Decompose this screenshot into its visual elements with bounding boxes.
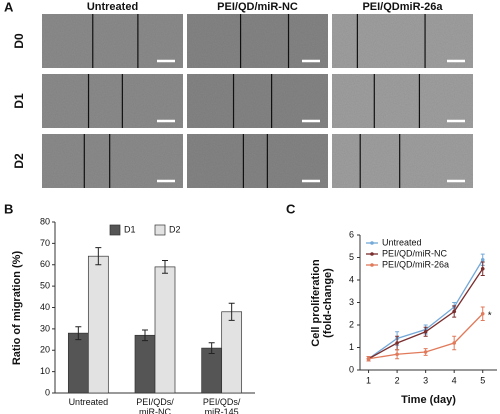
x-tick-label: PEI/QDs/ miR-145: [202, 397, 241, 414]
x-tick-label: PEI/QDs/ miR-NC: [136, 397, 174, 414]
line: [368, 268, 484, 360]
y-tick-label: 2: [349, 319, 354, 329]
y-tick-label: 30: [40, 323, 50, 333]
y-tick-label: 80: [40, 216, 50, 226]
y-tick-label: 5: [349, 252, 354, 262]
bar: [67, 332, 89, 394]
point: [366, 356, 371, 361]
x-tick-label: 3: [423, 375, 428, 385]
point: [480, 266, 485, 271]
error-bar: [208, 342, 215, 354]
micrograph: [332, 134, 473, 188]
point: [423, 350, 428, 354]
error-bar: [95, 247, 102, 266]
micrograph: [187, 14, 328, 68]
legend-label: PEI/QD/miR-26a: [382, 259, 449, 269]
point: [452, 309, 456, 314]
y-tick-label: 0: [349, 364, 354, 374]
error-bar: [75, 326, 82, 341]
bar: [154, 266, 176, 394]
legend-label: D1: [124, 224, 136, 234]
micrograph: [332, 14, 473, 68]
panel-label: A: [4, 0, 14, 14]
y-tick-label: 6: [349, 229, 354, 239]
x-tick-label: 2: [395, 375, 400, 385]
y-tick-label: 0: [45, 387, 50, 397]
legend-marker: [370, 252, 374, 256]
legend-marker: [370, 263, 374, 267]
y-tick-label: 1: [349, 342, 354, 352]
row-label: D1: [12, 93, 26, 109]
y-tick-label: 60: [40, 259, 50, 269]
line: [368, 259, 484, 360]
row-label: D0: [12, 33, 26, 49]
point: [480, 311, 485, 316]
bar: [134, 334, 156, 394]
column-header: Untreated: [87, 1, 138, 13]
legend-swatch: [109, 224, 121, 236]
point: [395, 352, 399, 357]
legend-swatch: [154, 224, 166, 236]
y-tick-label: 40: [40, 302, 50, 312]
bar: [201, 347, 223, 394]
y-tick-label: 50: [40, 281, 50, 291]
y-axis-label: Ratio of migration (%): [11, 250, 23, 365]
legend-label: PEI/QD/miR-NC: [382, 248, 448, 258]
y-tick-label: 4: [349, 274, 354, 284]
x-tick-label: 4: [452, 375, 457, 385]
bar: [87, 255, 109, 394]
error-bar: [228, 302, 235, 321]
x-axis-label: Time (day): [401, 394, 456, 406]
micrograph: [42, 134, 183, 188]
panel-label: B: [4, 201, 13, 216]
legend-marker: [370, 241, 374, 245]
column-header: PEI/QDmiR-26a: [362, 1, 443, 13]
y-axis-label: Cell proliferation (fold-change): [310, 258, 334, 347]
micrograph: [187, 134, 328, 188]
point: [480, 257, 485, 262]
bar: [221, 311, 243, 394]
x-tick-label: 5: [480, 375, 485, 385]
micrograph: [42, 74, 183, 128]
micrograph: [187, 74, 328, 128]
point: [452, 341, 456, 345]
x-tick-label: Untreated: [68, 397, 109, 407]
point: [395, 341, 399, 345]
legend-label: D2: [169, 224, 181, 234]
y-tick-label: 70: [40, 238, 50, 248]
y-tick-label: 20: [40, 345, 50, 355]
error-bar: [162, 259, 168, 274]
x-tick-label: 1: [366, 375, 371, 385]
error-bar: [142, 329, 148, 342]
column-header: PEI/QD/miR-NC: [217, 1, 298, 13]
micrograph: [332, 74, 473, 128]
y-tick-label: 10: [40, 366, 50, 376]
annotation: *: [488, 310, 492, 321]
row-label: D2: [12, 153, 26, 169]
y-tick-label: 3: [349, 297, 354, 307]
point: [423, 329, 428, 334]
legend-label: Untreated: [382, 237, 422, 247]
micrograph: [42, 14, 183, 68]
panel-label: C: [286, 201, 296, 216]
